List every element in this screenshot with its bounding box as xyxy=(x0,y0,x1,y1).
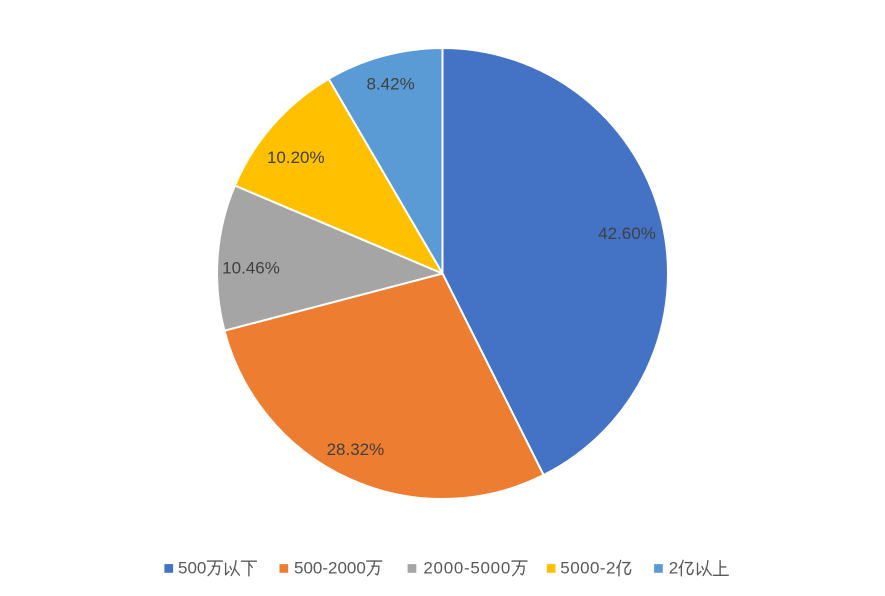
svg-text:500-2000: 500-2000 xyxy=(294,559,366,578)
svg-text:10.46%: 10.46% xyxy=(222,259,280,278)
svg-text:500: 500 xyxy=(178,559,206,578)
svg-text:2: 2 xyxy=(669,559,678,578)
svg-text:8.42%: 8.42% xyxy=(366,75,414,94)
svg-text:28.32%: 28.32% xyxy=(327,440,385,459)
svg-text:2000-5000: 2000-5000 xyxy=(423,559,511,578)
svg-text:5000-2: 5000-2 xyxy=(560,559,616,578)
svg-text:10.20%: 10.20% xyxy=(267,148,325,167)
svg-text:42.60%: 42.60% xyxy=(598,224,656,243)
